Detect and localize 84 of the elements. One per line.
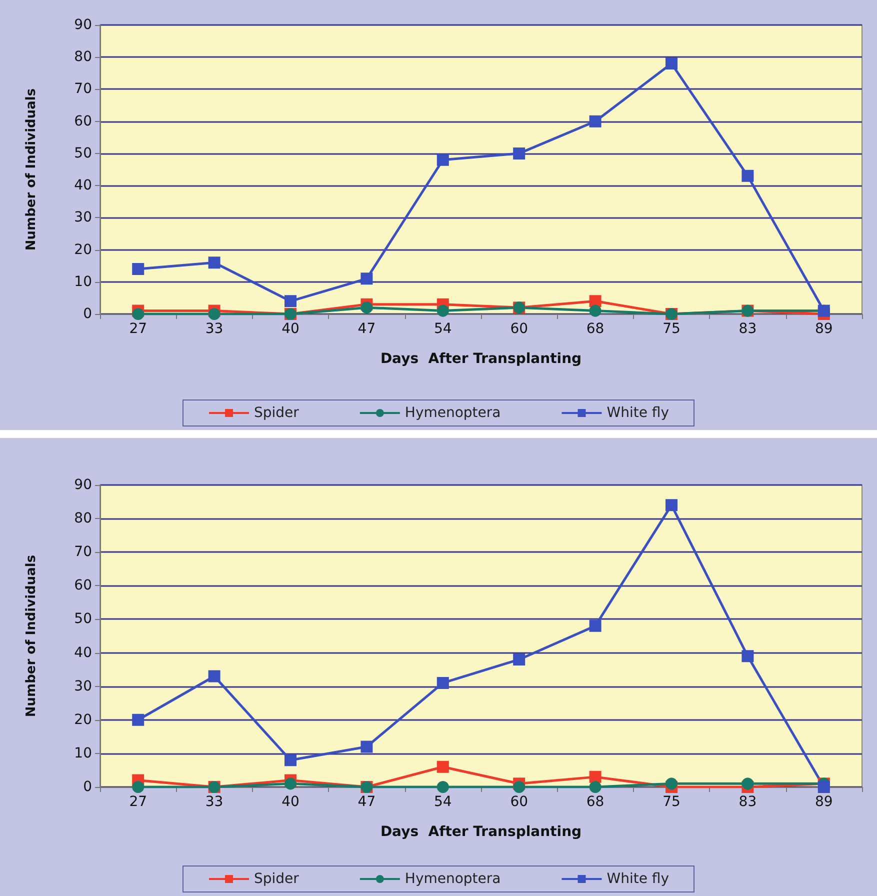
point: [589, 295, 602, 308]
point: [666, 499, 678, 512]
legend-label: Hymenoptera: [404, 871, 501, 887]
point: [208, 308, 220, 320]
y-tick-label: 90: [74, 17, 92, 33]
y-tick-label: 60: [74, 578, 92, 594]
y-axis-title: Number of Individuals: [24, 88, 39, 251]
point: [436, 781, 449, 793]
legend-label: White fly: [606, 871, 670, 887]
y-tick-label: 20: [74, 242, 92, 258]
x-tick-label: 83: [738, 794, 757, 810]
point: [742, 650, 754, 662]
y-tick-label: 80: [74, 49, 92, 66]
legend-label: Spider: [254, 405, 300, 421]
point: [818, 781, 830, 793]
x-tick-label: 60: [510, 321, 528, 337]
y-tick-label: 40: [74, 178, 92, 194]
legend-label: Spider: [254, 871, 300, 887]
y-tick-label: 70: [74, 81, 92, 98]
point: [742, 170, 754, 182]
point: [742, 778, 754, 790]
y-tick-label: 60: [74, 113, 92, 130]
x-tick-label: 33: [205, 794, 224, 810]
point: [666, 58, 678, 70]
x-tick-label: 33: [205, 321, 224, 337]
x-tick-label: 54: [434, 321, 452, 337]
x-tick-label: 47: [358, 794, 376, 810]
point: [132, 308, 144, 320]
point: [436, 760, 449, 773]
y-tick-label: 50: [74, 145, 92, 162]
x-tick-label: 68: [586, 794, 604, 810]
point: [513, 653, 526, 666]
x-axis-title: Days After Transplanting: [380, 351, 582, 367]
point: [589, 781, 602, 793]
x-tick-label: 27: [129, 794, 148, 810]
legend-label: White fly: [606, 405, 670, 421]
x-axis-title: Days After Transplanting: [380, 824, 582, 840]
y-tick-label: 90: [74, 477, 92, 493]
point: [360, 272, 373, 285]
point: [284, 778, 296, 790]
x-tick-label: 40: [282, 321, 300, 337]
x-tick-label: 75: [662, 794, 680, 810]
x-tick-label: 60: [510, 794, 528, 810]
point: [284, 295, 296, 308]
x-tick-label: 89: [814, 794, 833, 810]
point: [284, 754, 296, 766]
point: [436, 676, 449, 689]
y-tick-label: 40: [74, 644, 92, 661]
y-tick-label: 30: [74, 678, 92, 694]
point: [436, 304, 449, 317]
x-tick-label: 68: [586, 321, 604, 337]
point: [360, 302, 373, 314]
point: [132, 714, 144, 726]
x-tick-label: 54: [434, 794, 452, 810]
x-tick-label: 83: [738, 321, 757, 337]
point: [589, 304, 602, 317]
point: [589, 620, 602, 632]
y-tick-label: 30: [74, 210, 92, 226]
y-tick-label: 10: [74, 745, 92, 762]
x-tick-label: 40: [282, 794, 300, 810]
x-tick-label: 47: [358, 321, 376, 337]
x-tick-label: 27: [129, 321, 148, 337]
y-tick-label: 0: [83, 306, 92, 322]
point: [208, 256, 220, 269]
x-tick-label: 75: [662, 321, 680, 337]
y-tick-label: 0: [83, 779, 92, 795]
y-axis-title: Number of Individuals: [24, 554, 39, 718]
point: [208, 670, 220, 682]
point: [360, 740, 373, 753]
point: [513, 147, 526, 160]
point: [436, 154, 449, 166]
y-tick-label: 70: [74, 544, 92, 560]
point: [589, 115, 602, 128]
y-tick-label: 80: [74, 510, 92, 527]
point: [513, 781, 526, 793]
legend-label: Hymenoptera: [404, 405, 501, 421]
y-tick-label: 20: [74, 712, 92, 728]
y-tick-label: 10: [74, 274, 92, 290]
point: [132, 263, 144, 276]
y-tick-label: 50: [74, 611, 92, 628]
point: [666, 778, 678, 790]
point: [589, 770, 602, 783]
point: [132, 781, 144, 793]
x-tick-label: 89: [814, 321, 833, 337]
